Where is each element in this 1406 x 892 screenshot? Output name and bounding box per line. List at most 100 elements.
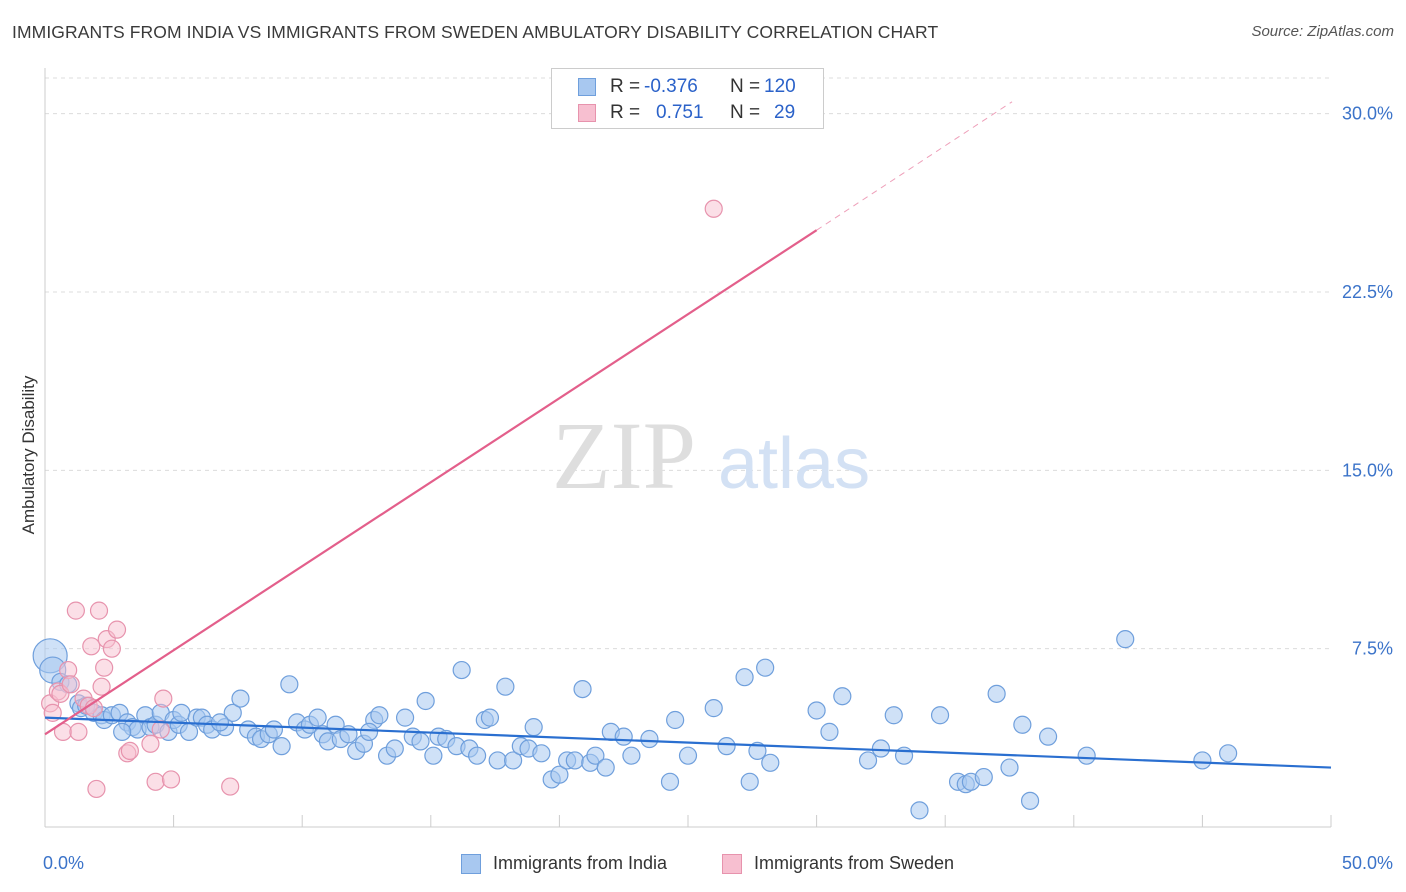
india-point <box>820 722 839 741</box>
stats-r-label: R = <box>610 76 641 97</box>
india-point <box>172 703 191 722</box>
india-point <box>678 746 698 765</box>
watermark-atlas: atlas <box>718 424 870 504</box>
india-point <box>231 689 250 708</box>
india-point <box>524 718 543 737</box>
india-point <box>359 722 379 741</box>
india-point <box>1013 715 1032 734</box>
sweden-point <box>146 772 165 791</box>
india-point <box>1193 751 1212 770</box>
stats-r-value: -0.376 <box>644 76 698 97</box>
india-point <box>740 772 759 791</box>
india-point <box>1038 727 1058 746</box>
series-india-points <box>32 630 1238 820</box>
india-point <box>264 720 284 739</box>
sweden-point <box>89 601 109 620</box>
india-point <box>1000 758 1019 777</box>
y-tick-label: 30.0% <box>1342 104 1393 124</box>
legend-label-sweden: Immigrants from Sweden <box>754 853 955 873</box>
india-point <box>884 706 903 725</box>
stats-n-label: N = <box>730 102 761 123</box>
sweden-point <box>69 722 88 741</box>
india-point <box>974 767 993 787</box>
sweden-point <box>102 639 121 658</box>
india-point <box>704 699 723 718</box>
india-point <box>416 691 435 711</box>
y-tick-label: 7.5% <box>1352 639 1393 659</box>
india-point <box>210 713 229 732</box>
stats-box: R = -0.376 N = 120 R = 0.751 N = 29 <box>551 68 824 129</box>
india-trend-line <box>44 716 1332 769</box>
sweden-point <box>704 199 723 218</box>
y-tick-label: 22.5% <box>1342 282 1393 302</box>
india-point <box>596 758 615 777</box>
india-point <box>910 801 929 820</box>
india-point <box>622 746 641 765</box>
india-point <box>488 751 507 770</box>
sweden-point <box>221 777 240 796</box>
india-point <box>280 675 299 694</box>
sweden-point <box>154 689 173 708</box>
india-point <box>550 765 569 784</box>
india-point <box>395 708 415 727</box>
india-point <box>480 708 500 727</box>
india-point <box>761 753 780 772</box>
chart-title: IMMIGRANTS FROM INDIA VS IMMIGRANTS FROM… <box>12 22 939 42</box>
stats-swatch-sweden <box>578 104 596 122</box>
india-point <box>504 751 523 770</box>
india-point <box>467 746 487 765</box>
india-point <box>496 677 515 696</box>
india-point <box>717 737 736 756</box>
india-point <box>586 746 605 765</box>
india-point <box>272 737 291 756</box>
x-tick-label: 0.0% <box>43 853 84 873</box>
sweden-point <box>82 637 101 656</box>
india-point <box>858 751 878 770</box>
india-point <box>987 684 1006 703</box>
india-point <box>756 658 775 677</box>
sweden-trend-extension <box>816 101 1013 231</box>
legend-swatch-sweden <box>722 854 742 874</box>
india-point <box>1219 744 1238 763</box>
source-label: Source: ZipAtlas.com <box>1251 23 1394 40</box>
sweden-point <box>92 677 111 696</box>
india-point <box>735 668 754 687</box>
india-point <box>532 744 551 763</box>
stats-n-value: 29 <box>774 102 796 123</box>
india-point <box>1077 746 1096 765</box>
legend-swatch-india <box>461 854 481 874</box>
india-point <box>424 746 443 765</box>
india-point <box>385 739 404 758</box>
india-point <box>640 729 659 749</box>
sweden-trend-line <box>44 229 818 736</box>
india-point <box>411 732 430 751</box>
sweden-point <box>151 720 170 739</box>
sweden-point <box>66 601 85 620</box>
india-point <box>660 772 680 791</box>
sweden-point <box>107 620 127 639</box>
grid <box>45 77 1331 650</box>
sweden-point <box>95 658 114 677</box>
sweden-point <box>61 675 80 694</box>
stats-n-label: N = <box>730 76 761 97</box>
india-point <box>930 706 950 725</box>
india-point <box>614 727 633 746</box>
x-tick-label: 50.0% <box>1342 853 1393 873</box>
y-axis-label: Ambulatory Disability <box>19 375 38 535</box>
stats-swatch-india <box>578 78 596 96</box>
india-point <box>370 706 389 725</box>
legend-label-india: Immigrants from India <box>493 853 668 873</box>
india-point <box>748 741 767 761</box>
y-tick-label: 15.0% <box>1342 460 1393 480</box>
sweden-point <box>87 779 106 799</box>
trend-lines <box>44 101 1332 769</box>
india-point <box>565 751 584 770</box>
watermark-zip: ZIP <box>552 402 696 509</box>
sweden-point <box>161 770 181 789</box>
tick-labels: 7.5% 15.0% 22.5% 30.0% 0.0% 50.0% <box>43 104 1393 873</box>
india-point <box>308 708 327 727</box>
india-point <box>871 739 891 758</box>
india-point <box>1116 630 1135 649</box>
stats-n-value: 120 <box>764 76 796 97</box>
sweden-point <box>120 741 139 761</box>
